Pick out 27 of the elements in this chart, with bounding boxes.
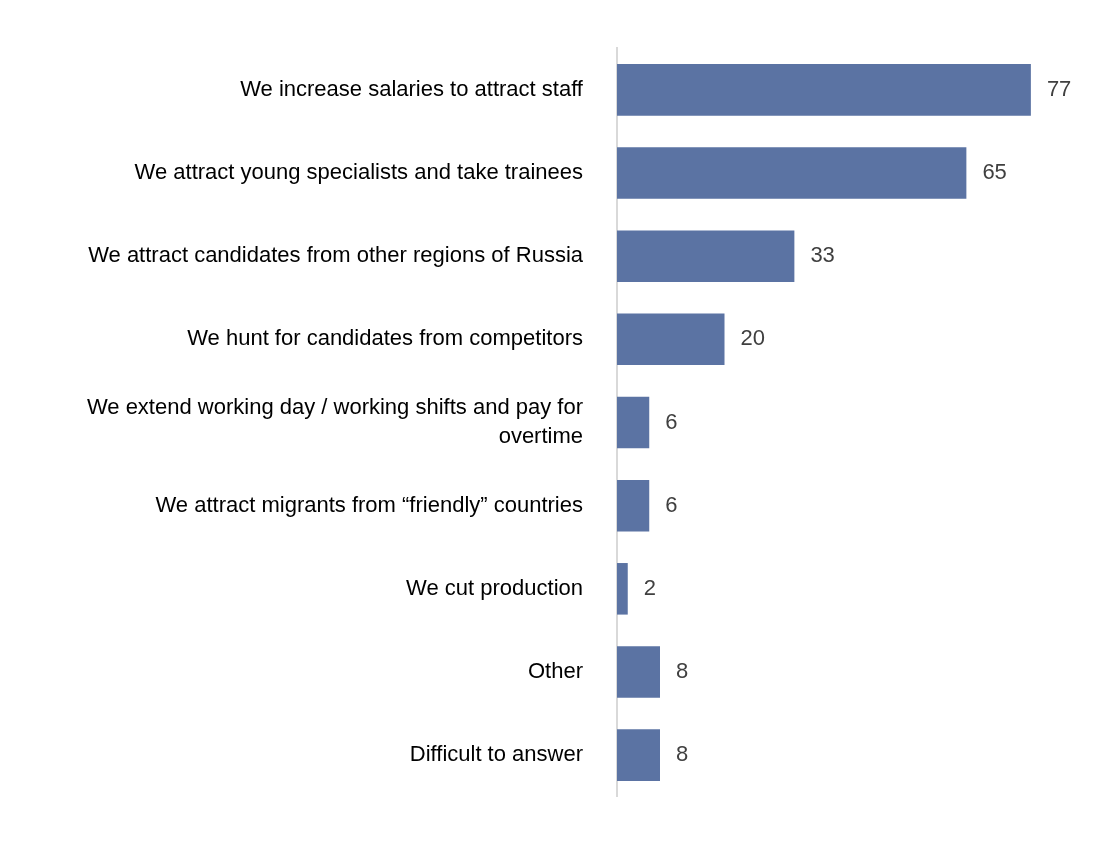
bar <box>617 64 1031 116</box>
y-tick-label: We attract candidates from other regions of Russia <box>88 242 584 268</box>
data-label: 6 <box>665 491 678 517</box>
bar <box>617 396 650 449</box>
data-label: 77 <box>1046 75 1072 101</box>
bar <box>617 646 660 698</box>
data-label: 8 <box>676 658 689 684</box>
y-tick-label: We attract young specialists and take trainees <box>134 159 583 185</box>
y-tick-label: We attract migrants from “friendly” countries <box>155 491 583 517</box>
y-tick-label: Other <box>527 658 583 684</box>
data-label: 33 <box>810 242 835 268</box>
y-tick-label: We cut production <box>406 574 583 600</box>
data-label: 20 <box>740 325 765 351</box>
bar <box>617 563 628 615</box>
y-tick-label: Difficult to answer <box>409 741 583 767</box>
y-tick-label: We hunt for candidates from competitors <box>187 325 583 351</box>
bar <box>617 147 967 199</box>
data-label: 65 <box>982 159 1007 185</box>
y-tick-label: We extend working day / working shifts and pay for overtime <box>86 394 583 448</box>
data-label: 8 <box>676 741 689 767</box>
bar <box>617 479 650 532</box>
bar <box>617 230 795 282</box>
bar <box>617 729 660 781</box>
data-label: 6 <box>665 408 678 434</box>
data-label: 2 <box>643 574 656 600</box>
bar <box>617 313 725 366</box>
y-tick-label: We increase salaries to attract staff <box>240 75 584 101</box>
